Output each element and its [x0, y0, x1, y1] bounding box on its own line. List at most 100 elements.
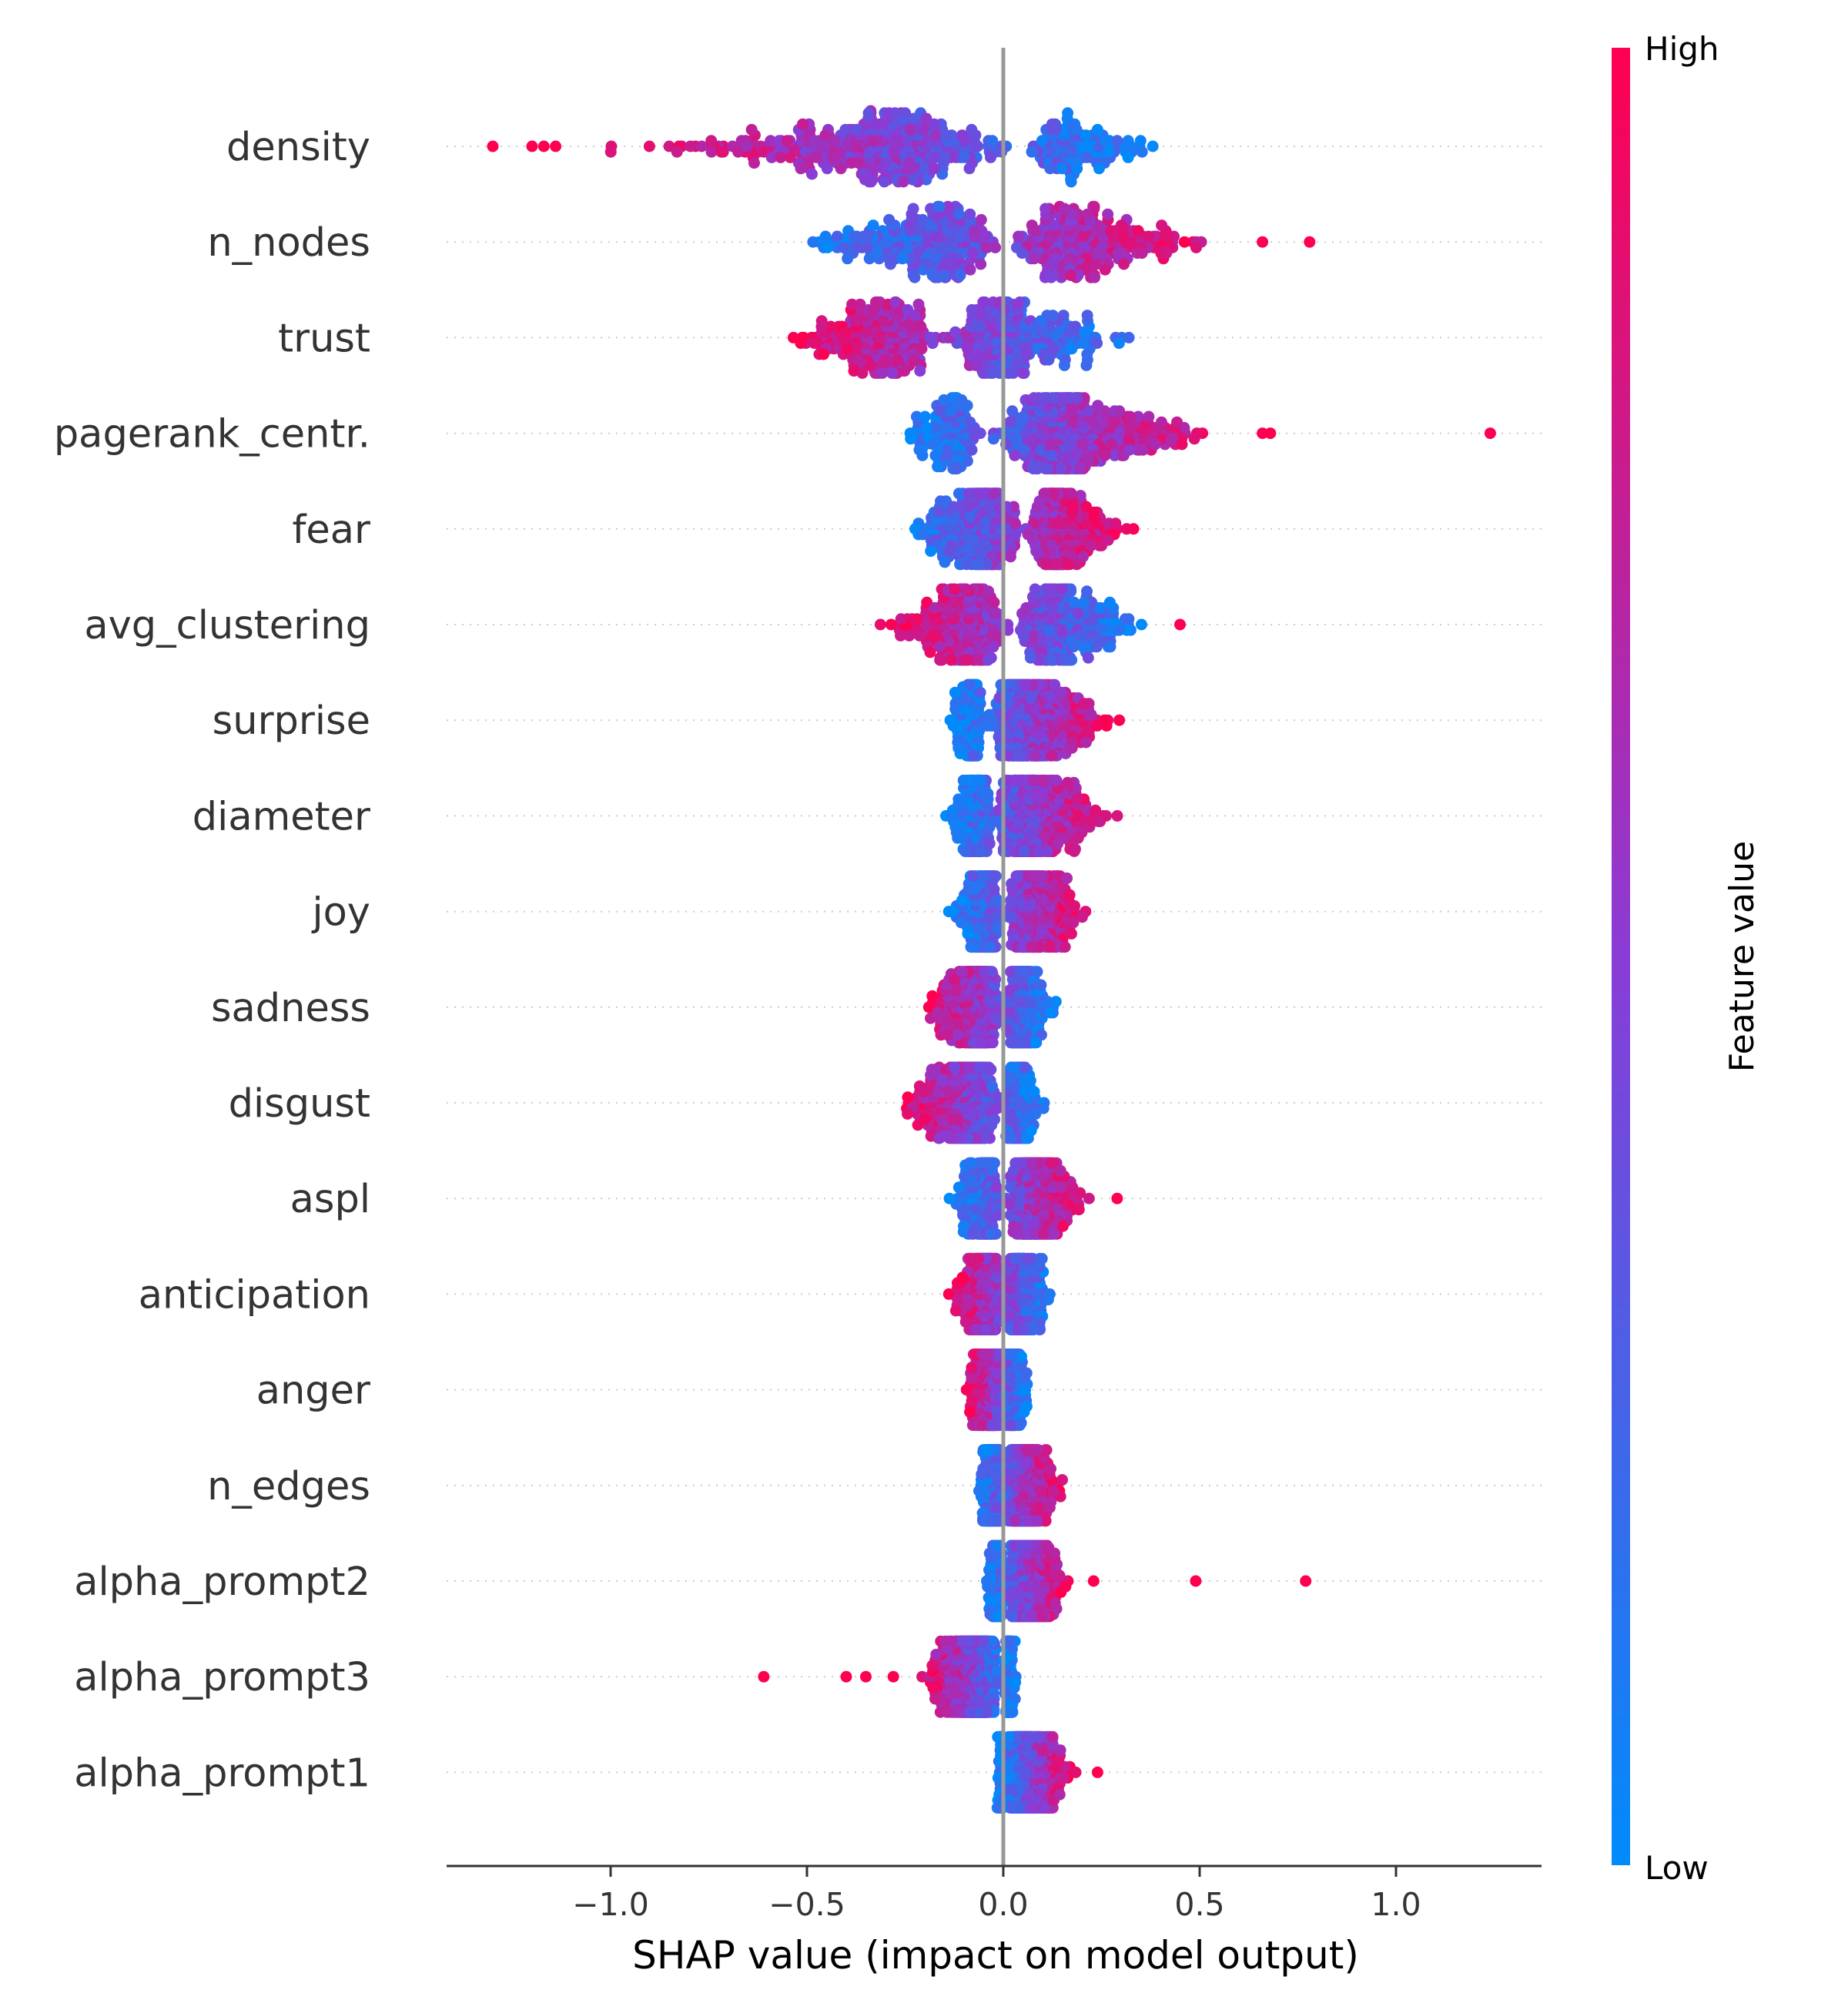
- shap-point: [1080, 129, 1092, 142]
- shap-point: [947, 719, 959, 732]
- shap-point: [745, 123, 758, 136]
- shap-point: [989, 241, 1002, 253]
- shap-point: [705, 135, 718, 147]
- shap-point: [526, 140, 538, 152]
- shap-point: [1024, 652, 1036, 664]
- shap-point: [1100, 135, 1112, 147]
- shap-point: [1040, 203, 1052, 215]
- shap-point: [1088, 200, 1100, 213]
- shap-point: [925, 545, 937, 558]
- shap-point: [1113, 405, 1126, 417]
- shap-point: [1006, 405, 1019, 417]
- shap-point: [932, 461, 944, 473]
- shap-point: [487, 140, 499, 152]
- shap-point: [1068, 845, 1080, 857]
- shap-point: [964, 208, 976, 220]
- shap-point: [1040, 558, 1053, 571]
- shap-point: [1136, 146, 1148, 158]
- shap-point: [1027, 774, 1040, 786]
- shap-point: [1304, 236, 1316, 248]
- shap-point: [1063, 889, 1076, 901]
- shap-point: [952, 742, 965, 754]
- shap-point: [1049, 219, 1061, 232]
- shap-point: [1078, 596, 1090, 608]
- shap-point: [1135, 618, 1147, 631]
- shap-point: [1029, 749, 1041, 762]
- shap-point: [1077, 551, 1090, 563]
- shap-point: [949, 686, 961, 698]
- shap-point: [1119, 613, 1131, 625]
- shap-point: [715, 146, 728, 158]
- shap-point: [921, 421, 933, 434]
- shap-point: [895, 613, 907, 625]
- shap-point: [1009, 518, 1021, 530]
- shap-point: [936, 168, 949, 180]
- shap-point: [831, 230, 843, 243]
- shap-point: [972, 558, 984, 571]
- shap-point: [964, 416, 976, 428]
- shap-point: [1155, 416, 1167, 428]
- shap-point: [1047, 343, 1060, 355]
- shap-point: [1057, 654, 1070, 666]
- shap-point: [919, 410, 931, 423]
- shap-point: [1072, 832, 1084, 844]
- shap-point: [856, 367, 869, 379]
- shap-point: [784, 151, 796, 163]
- shap-point: [1065, 269, 1077, 281]
- shap-point: [956, 894, 968, 906]
- shap-point: [1090, 258, 1103, 270]
- shap-point: [1080, 736, 1092, 749]
- shap-point: [1009, 528, 1022, 541]
- shap-point: [852, 353, 865, 366]
- shap-point: [907, 203, 919, 215]
- shap-point: [934, 654, 946, 666]
- shap-point: [909, 310, 921, 322]
- shap-point: [1091, 337, 1103, 350]
- shap-point: [886, 367, 898, 379]
- shap-point: [967, 749, 979, 762]
- shap-point: [939, 151, 951, 163]
- shap-point: [906, 173, 919, 186]
- shap-point: [781, 135, 793, 147]
- shap-point: [1064, 742, 1076, 754]
- shap-point: [732, 146, 745, 158]
- shap-point: [923, 258, 936, 270]
- shap-point: [871, 247, 883, 260]
- shap-point: [838, 241, 850, 253]
- shap-point: [1004, 551, 1016, 563]
- shap-point: [1076, 337, 1089, 350]
- shap-point: [1122, 135, 1134, 147]
- shap-point: [1083, 455, 1095, 467]
- shap-point: [671, 146, 683, 158]
- shap-point: [959, 583, 972, 595]
- shap-point: [927, 438, 939, 451]
- shap-point: [1102, 208, 1114, 220]
- shap-point: [1061, 872, 1073, 884]
- shap-point: [1137, 444, 1149, 456]
- shap-point: [1070, 320, 1082, 333]
- shap-point: [822, 241, 834, 253]
- shap-point: [910, 410, 922, 423]
- shap-point: [916, 343, 928, 355]
- shap-point: [1072, 608, 1084, 620]
- shap-point: [1081, 310, 1093, 322]
- shap-point: [1115, 219, 1127, 232]
- shap-point: [1118, 258, 1130, 270]
- shap-point: [905, 433, 917, 445]
- shap-point: [1081, 208, 1093, 220]
- shap-point: [1109, 449, 1121, 461]
- shap-point: [1085, 709, 1097, 721]
- shap-point: [811, 151, 823, 163]
- shap-point: [748, 157, 760, 169]
- shap-point: [947, 501, 959, 513]
- shap-point: [1029, 225, 1042, 237]
- shap-point: [974, 686, 986, 698]
- shap-point: [938, 394, 950, 406]
- shap-point: [1067, 916, 1080, 929]
- shap-point: [966, 870, 979, 883]
- shap-point: [1174, 618, 1186, 631]
- shap-point: [1070, 123, 1083, 136]
- shap-point: [980, 241, 993, 253]
- shap-point: [1067, 641, 1080, 653]
- shap-point: [1188, 433, 1200, 445]
